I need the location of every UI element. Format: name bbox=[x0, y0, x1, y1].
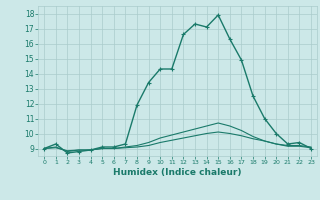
X-axis label: Humidex (Indice chaleur): Humidex (Indice chaleur) bbox=[113, 168, 242, 177]
